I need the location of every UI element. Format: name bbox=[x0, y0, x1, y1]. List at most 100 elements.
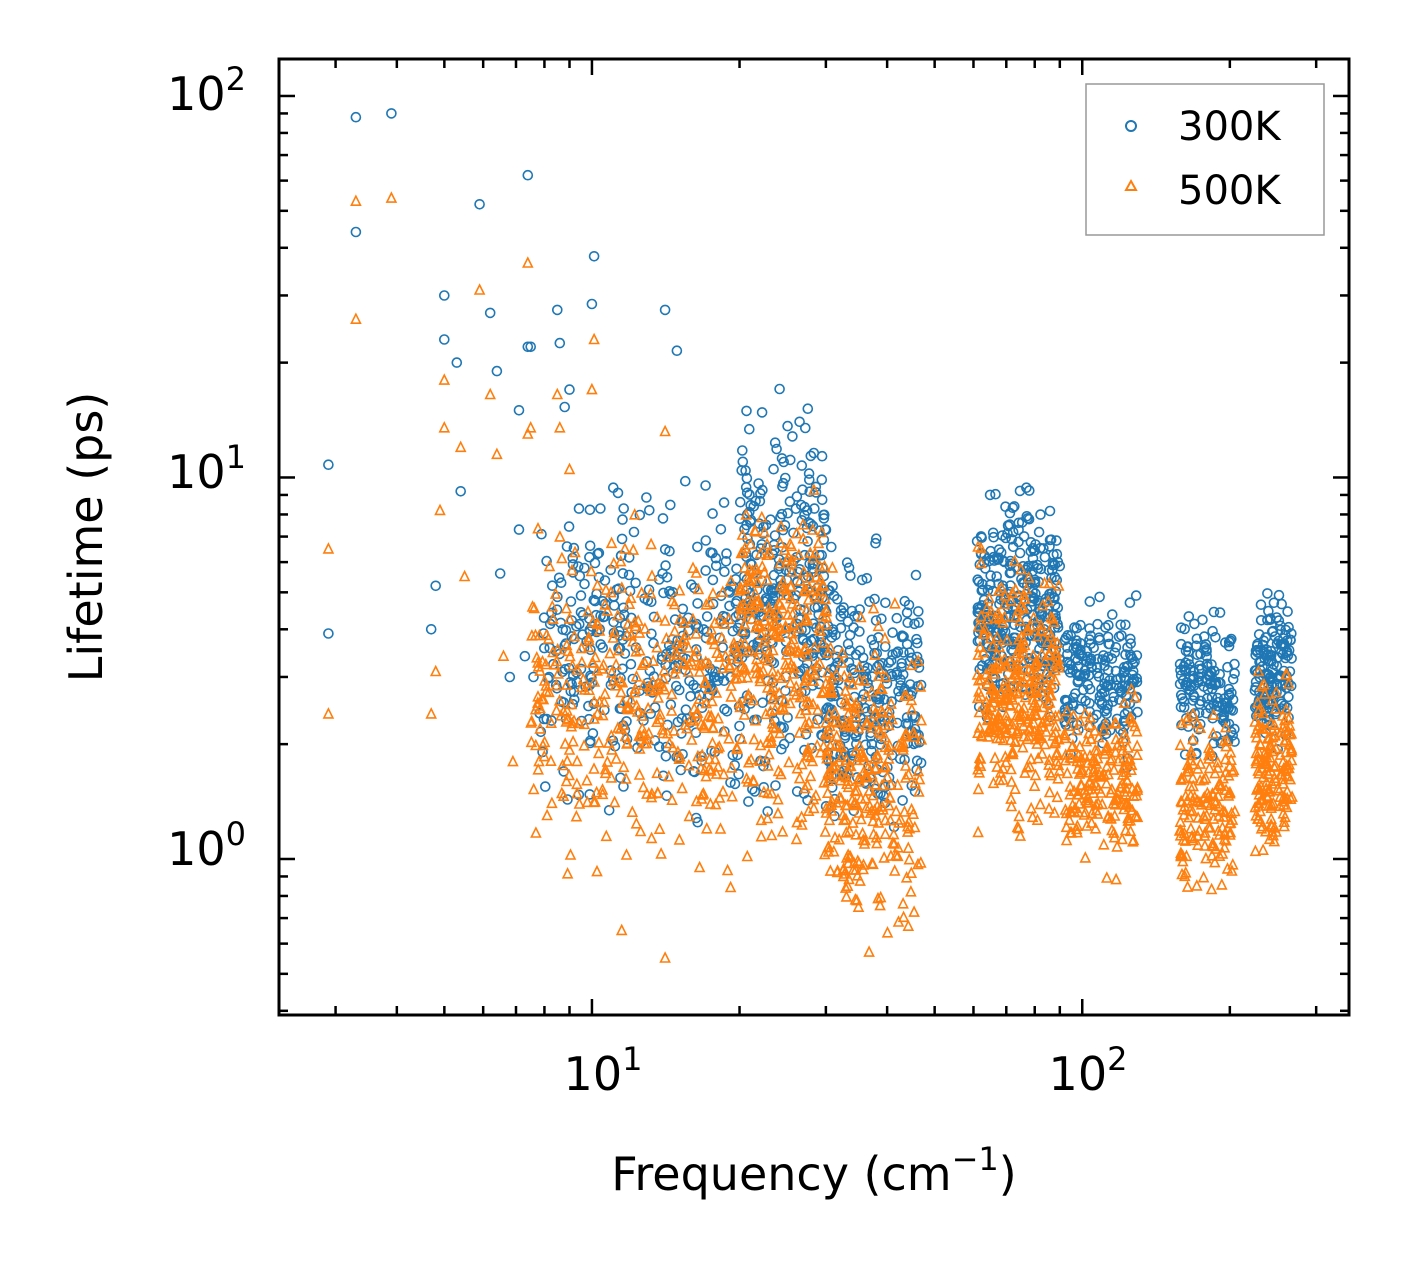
data-point-cluster-500k bbox=[1088, 762, 1100, 775]
data-point-cluster-500k bbox=[908, 905, 920, 917]
data-point-cluster-500k bbox=[1083, 795, 1095, 808]
data-point-cluster-300k bbox=[984, 489, 996, 501]
data-point-cluster-500k bbox=[850, 744, 862, 757]
data-point-cluster-300k bbox=[1218, 693, 1230, 705]
data-point-cluster-500k bbox=[1258, 687, 1271, 699]
data-point-cluster-300k bbox=[912, 606, 924, 617]
data-point-cluster-500k bbox=[734, 700, 746, 713]
data-point-cluster-500k bbox=[753, 619, 766, 632]
data-point-cluster-300k bbox=[893, 685, 904, 697]
data-point-cluster-300k bbox=[1067, 698, 1078, 709]
data-point-cluster-500k bbox=[972, 825, 984, 838]
data-point-cluster-300k bbox=[1262, 614, 1273, 626]
data-point-cluster-500k bbox=[1005, 799, 1018, 812]
data-point-cluster-500k bbox=[725, 574, 737, 587]
data-point-cluster-500k bbox=[912, 654, 924, 666]
data-point-cluster-300k bbox=[1108, 691, 1119, 703]
data-point-cluster-500k bbox=[644, 586, 657, 599]
data-point-cluster-500k bbox=[619, 542, 631, 554]
data-point-cluster-500k bbox=[861, 715, 873, 727]
data-point-cluster-500k bbox=[863, 784, 876, 796]
x-tick-label-100: 102 bbox=[1049, 1040, 1128, 1101]
data-point-cluster-500k bbox=[707, 587, 719, 599]
data-point-cluster-500k bbox=[1035, 618, 1047, 631]
data-point-cluster-500k bbox=[1089, 822, 1102, 834]
data-point-cluster-500k bbox=[1252, 705, 1264, 717]
data-point-cluster-500k bbox=[774, 702, 787, 714]
data-point-cluster-500k bbox=[1099, 717, 1112, 730]
data-point-cluster-300k bbox=[879, 781, 891, 793]
data-point-cluster-500k bbox=[814, 559, 826, 572]
data-point-cluster-500k bbox=[830, 667, 843, 680]
data-point-cluster-500k bbox=[1274, 748, 1287, 760]
data-point-cluster-300k bbox=[826, 632, 838, 643]
data-point-cluster-300k bbox=[757, 697, 768, 709]
data-point-cluster-500k bbox=[821, 786, 834, 799]
data-point-cluster-300k bbox=[1078, 671, 1089, 682]
data-point-cluster-500k bbox=[1036, 747, 1048, 759]
data-point-cluster-500k bbox=[1026, 665, 1038, 678]
data-point-cluster-500k bbox=[1065, 805, 1078, 818]
data-point-cluster-500k bbox=[1090, 798, 1102, 810]
data-point-cluster-500k bbox=[800, 583, 812, 596]
data-point-cluster-500k bbox=[588, 694, 600, 707]
data-point-cluster-500k bbox=[987, 776, 1000, 789]
data-point-cluster-300k bbox=[725, 777, 736, 788]
data-point-cluster-500k bbox=[756, 510, 768, 523]
data-point-cluster-500k bbox=[559, 737, 571, 749]
data-point-cluster-500k bbox=[1013, 809, 1025, 822]
data-point-cluster-500k bbox=[1074, 740, 1086, 752]
data-point-cluster-500k bbox=[744, 537, 757, 550]
data-point-cluster-500k bbox=[582, 630, 595, 643]
data-point-cluster-500k bbox=[872, 619, 885, 632]
data-point-cluster-500k bbox=[665, 704, 678, 716]
data-point-cluster-500k bbox=[1274, 767, 1287, 780]
data-point-cluster-300k bbox=[1049, 559, 1061, 571]
data-point-cluster-500k bbox=[538, 674, 551, 686]
data-point-300k bbox=[491, 365, 503, 377]
data-point-cluster-300k bbox=[1094, 691, 1106, 702]
data-point-cluster-500k bbox=[646, 675, 659, 687]
data-point-cluster-300k bbox=[599, 575, 611, 586]
data-point-cluster-500k bbox=[898, 689, 911, 701]
data-point-cluster-500k bbox=[761, 811, 774, 824]
data-point-cluster-300k bbox=[692, 816, 704, 828]
data-point-cluster-500k bbox=[560, 678, 573, 690]
data-point-cluster-300k bbox=[546, 580, 558, 592]
data-point-300k bbox=[350, 226, 362, 238]
data-point-cluster-300k bbox=[1094, 695, 1105, 707]
data-point-cluster-300k bbox=[771, 443, 782, 455]
data-point-cluster-500k bbox=[1197, 870, 1210, 883]
data-point-cluster-500k bbox=[820, 726, 832, 739]
data-point-cluster-500k bbox=[560, 601, 573, 614]
data-point-cluster-300k bbox=[673, 684, 685, 696]
data-point-cluster-300k bbox=[679, 475, 691, 487]
data-point-cluster-500k bbox=[840, 812, 852, 825]
data-point-cluster-500k bbox=[876, 682, 888, 695]
data-point-cluster-500k bbox=[758, 634, 770, 647]
data-point-cluster-300k bbox=[573, 618, 585, 630]
data-point-cluster-500k bbox=[988, 683, 1001, 696]
data-point-cluster-500k bbox=[1070, 822, 1083, 835]
data-point-cluster-500k bbox=[711, 646, 723, 659]
data-point-cluster-500k bbox=[765, 828, 778, 841]
data-point-cluster-500k bbox=[840, 890, 853, 902]
data-point-cluster-500k bbox=[740, 772, 753, 784]
data-point-cluster-300k bbox=[768, 544, 780, 556]
data-point-cluster-500k bbox=[597, 708, 609, 721]
data-point-cluster-500k bbox=[591, 664, 604, 676]
data-point-cluster-300k bbox=[859, 717, 871, 729]
data-point-cluster-500k bbox=[1043, 576, 1055, 589]
data-point-cluster-300k bbox=[1014, 485, 1026, 497]
data-point-cluster-300k bbox=[792, 576, 803, 588]
data-point-cluster-500k bbox=[899, 771, 912, 783]
data-point-cluster-300k bbox=[1194, 698, 1205, 710]
data-point-cluster-300k bbox=[571, 620, 582, 632]
data-point-cluster-300k bbox=[891, 669, 903, 681]
data-point-cluster-500k bbox=[1098, 723, 1110, 736]
data-point-cluster-500k bbox=[1043, 802, 1055, 814]
data-point-cluster-500k bbox=[1118, 727, 1131, 740]
data-point-cluster-300k bbox=[1263, 710, 1274, 722]
data-point-500k bbox=[541, 808, 553, 821]
data-point-cluster-300k bbox=[579, 578, 590, 590]
